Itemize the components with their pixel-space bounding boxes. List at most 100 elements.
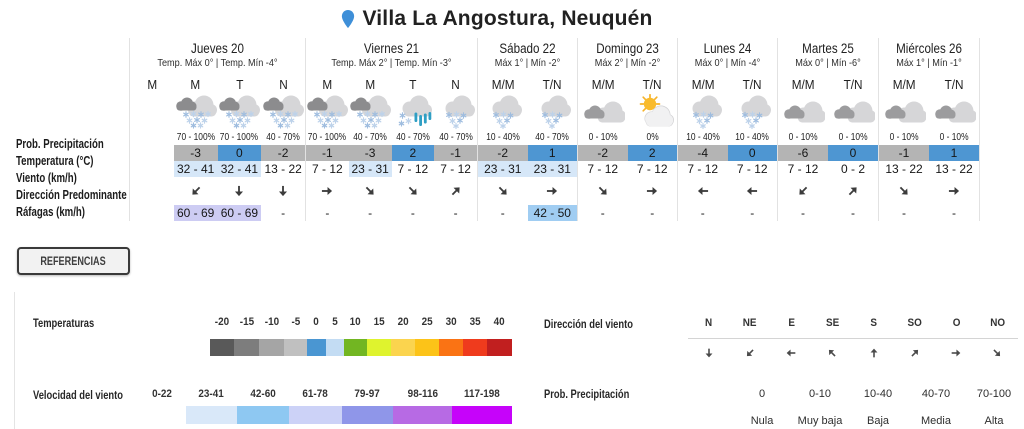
gust-cell: -	[801, 206, 805, 220]
wind-direction-arrow	[812, 347, 853, 359]
wind-direction-header: O	[952, 317, 960, 329]
precip-prob-name: Muy baja	[797, 415, 843, 427]
period-column: T/N 0 - 10% 1 13 - 22 -	[929, 71, 979, 221]
direction-cell	[545, 177, 559, 205]
temp-cell: -2	[478, 145, 528, 161]
partly-sunny-icon	[639, 94, 675, 127]
temp-scale-cell: 15	[367, 315, 391, 356]
wind-cell: 7 - 12	[312, 162, 343, 176]
period-column: M 70 - 100% -1 7 - 12 -	[306, 71, 349, 221]
snow-cloud-dark-icon	[307, 95, 349, 129]
wind-direction-rule	[688, 338, 1018, 339]
snow-cloud-icon	[692, 95, 722, 130]
weather-icon-slot	[781, 94, 825, 130]
precip-prob-value: 0-10	[808, 388, 832, 400]
temp-scale-swatch	[307, 339, 326, 356]
snow-cloud-dark-icon	[350, 95, 392, 129]
wind-cell: 7 - 12	[636, 162, 668, 176]
temp-scale-cell: 35	[463, 315, 487, 356]
day-column: Domingo 23 Máx 2° | Mín -2° M/M 0 - 10% …	[577, 38, 677, 221]
wind-scale-range: 61-78	[302, 388, 329, 400]
precip-prob-value: 40-70	[921, 388, 951, 400]
direction-cell	[232, 177, 246, 205]
period-column-empty: M	[130, 71, 174, 221]
row-label-2: Viento (km/h)	[16, 171, 77, 185]
day-name: Martes 25	[802, 41, 854, 56]
temp-scale-cell: 40	[487, 315, 512, 356]
wind-cell: 7 - 12	[787, 162, 819, 176]
direction-cell	[696, 177, 710, 205]
direction-cell	[596, 177, 610, 205]
row-label-3: Dirección Predominante	[16, 188, 127, 202]
temp-cell: 0	[828, 145, 878, 161]
direction-arrow-icon	[870, 348, 878, 358]
direction-arrow-icon	[697, 186, 708, 196]
wind-direction-header: SO	[907, 317, 923, 329]
weather-icon-slot	[882, 94, 926, 130]
day-name: Miércoles 26	[896, 41, 962, 56]
temp-cell: 2	[627, 145, 677, 161]
wind-direction-arrow	[936, 347, 977, 359]
direction-cell	[496, 177, 510, 205]
day-name: Domingo 23	[596, 41, 659, 56]
temp-scale-tick: -20	[214, 316, 230, 328]
direction-cell	[796, 177, 810, 205]
wind-scale-swatch	[289, 406, 342, 424]
wind-direction-header: E	[787, 317, 795, 329]
day-maxmin: Máx 2° | Mín -2°	[594, 57, 661, 69]
direction-arrow-icon	[799, 186, 808, 195]
location-title: Villa La Angostura, Neuquén	[362, 7, 653, 30]
temp-scale-cell: 30	[439, 315, 463, 356]
wind-direction-arrow	[729, 347, 770, 359]
wind-scale-cell: 23-41	[186, 387, 237, 424]
day-name: Lunes 24	[703, 41, 752, 56]
direction-arrow-icon	[451, 187, 460, 196]
direction-arrow-icon	[746, 349, 754, 357]
temp-scale-tick: 30	[445, 316, 457, 328]
temp-scale-cell: 5	[326, 315, 344, 356]
direction-arrow-icon	[365, 186, 374, 195]
weather-icon-slot	[434, 94, 478, 130]
references-button[interactable]: REFERENCIAS	[17, 247, 130, 275]
wind-cell: 23 - 31	[478, 161, 528, 177]
temp-scale-swatch	[415, 339, 439, 356]
wind-scale-cell: 117-198	[452, 387, 512, 424]
day-maxmin: Máx 1° | Mín -1°	[896, 57, 962, 69]
gust-cell: -	[600, 206, 605, 220]
temp-scale-tick: 35	[469, 316, 481, 328]
precip-prob-name: Baja	[866, 415, 890, 427]
temp-cell: -4	[678, 145, 728, 161]
day-column: Lunes 24 Máx 0° | Mín -4° M/M 10 - 40% -…	[677, 38, 777, 221]
row-label-4: Ráfagas (km/h)	[16, 205, 85, 219]
temp-cell: -1	[434, 145, 477, 161]
precip-cell: 40 - 70%	[353, 131, 387, 143]
wind-scale-swatch	[138, 406, 186, 424]
wind-cell: 7 - 12	[440, 162, 471, 176]
weather-icon-slot	[481, 94, 525, 130]
day-maxmin: Temp. Máx 2° | Temp. Mín -3°	[331, 57, 452, 69]
temp-cell	[130, 145, 174, 161]
precip-cell: 70 - 100%	[176, 131, 215, 143]
precip-cell: 0 - 10%	[939, 131, 969, 143]
cloudy-icon	[834, 101, 875, 123]
wind-direction-header: S	[870, 317, 877, 329]
temp-scale-cell: -20	[210, 315, 234, 356]
gust-cell: -	[750, 206, 755, 220]
direction-arrow-icon	[192, 186, 200, 195]
weather-icon-slot	[261, 94, 305, 130]
cloudy-icon	[784, 101, 825, 123]
temp-scale-tick: 15	[373, 316, 385, 328]
gust-cell: 60 - 69	[217, 205, 262, 221]
weather-icon-slot	[681, 94, 725, 130]
wind-cell: 7 - 12	[736, 162, 768, 176]
temp-scale-cell: 20	[391, 315, 415, 356]
day-column: Miércoles 26 Máx 1° | Mín -1° M/M 0 - 10…	[878, 38, 980, 221]
direction-cell	[320, 177, 334, 205]
wind-scale-swatch	[186, 406, 237, 424]
gust-cell: -	[851, 206, 855, 220]
period-column: M/M 0 - 10% -1 13 - 22 -	[879, 71, 929, 221]
day-name: Jueves 20	[191, 41, 244, 56]
direction-cell	[947, 177, 961, 205]
precip-prob-values: 0 0-10 10-40 40-70 70-100	[733, 387, 1023, 401]
period-column: M/M 10 - 40% -2 23 - 31 -	[478, 71, 528, 221]
